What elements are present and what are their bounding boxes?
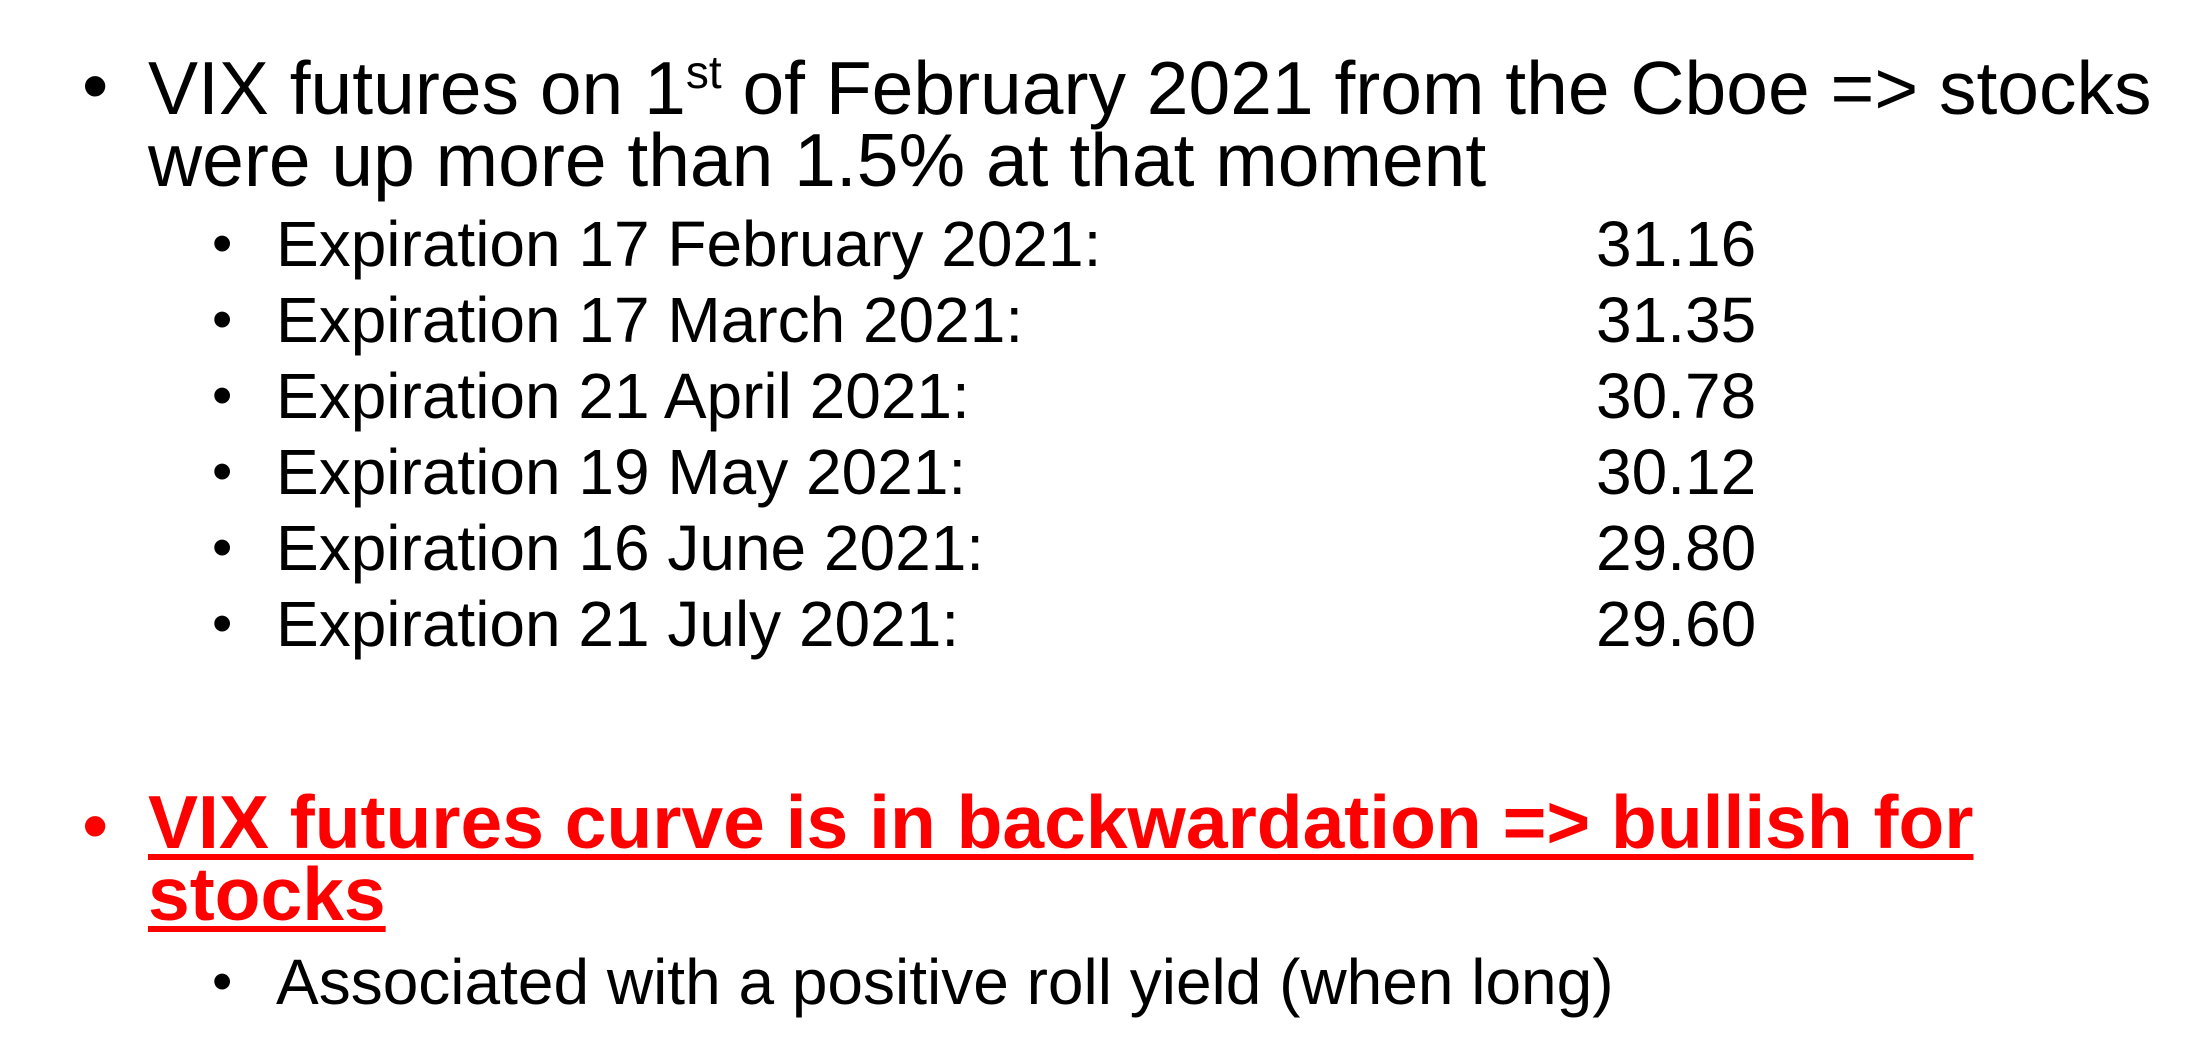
bullet-icon: • [212,439,233,504]
list-item: • Expiration 17 March 2021: 31.35 [0,282,2186,358]
expiration-label: Expiration 19 May 2021: [276,436,967,508]
bullet-icon: • [212,515,233,580]
list-item: • Expiration 16 June 2021: 29.80 [0,510,2186,586]
expiration-value: 31.35 [1596,284,1757,356]
bullet-icon: • [212,949,233,1014]
first-point-text-end: of February 2021 from the Cboe => stocks… [148,46,2152,202]
ordinal-superscript: st [685,46,722,98]
expiration-label: Expiration 21 April 2021: [276,360,970,432]
list-item: • Expiration 21 April 2021: 30.78 [0,358,2186,434]
first-point-text: VIX futures on 1st of February 2021 from… [148,49,2158,198]
list-item: • Expiration 19 May 2021: 30.12 [0,434,2186,510]
expiration-label: Expiration 17 March 2021: [276,284,1024,356]
list-item: • Associated with a positive roll yield … [0,944,2186,1020]
expiration-label: Expiration 21 July 2021: [276,588,960,660]
expiration-value: 30.78 [1596,360,1757,432]
bullet-icon: • [212,211,233,276]
bullet-icon: • [212,363,233,428]
expiration-value: 29.60 [1596,588,1757,660]
roll-yield-note: Associated with a positive roll yield (w… [276,946,1614,1018]
bullet-icon: • [212,287,233,352]
expiration-label: Expiration 17 February 2021: [276,208,1102,280]
expiration-label: Expiration 16 June 2021: [276,512,985,584]
list-item: • Expiration 17 February 2021: 31.16 [0,206,2186,282]
second-point-text: VIX futures curve is in backwardation =>… [148,785,2148,932]
list-item: • Expiration 21 July 2021: 29.60 [0,586,2186,662]
first-point-text-start: VIX futures on 1 [148,46,686,130]
expiration-value: 29.80 [1596,512,1757,584]
backwardation-statement: VIX futures curve is in backwardation =>… [148,780,1974,936]
bullet-icon: • [82,783,109,867]
bullet-icon: • [82,43,109,127]
expiration-value: 31.16 [1596,208,1757,280]
expiration-value: 30.12 [1596,436,1757,508]
bullet-icon: • [212,591,233,656]
